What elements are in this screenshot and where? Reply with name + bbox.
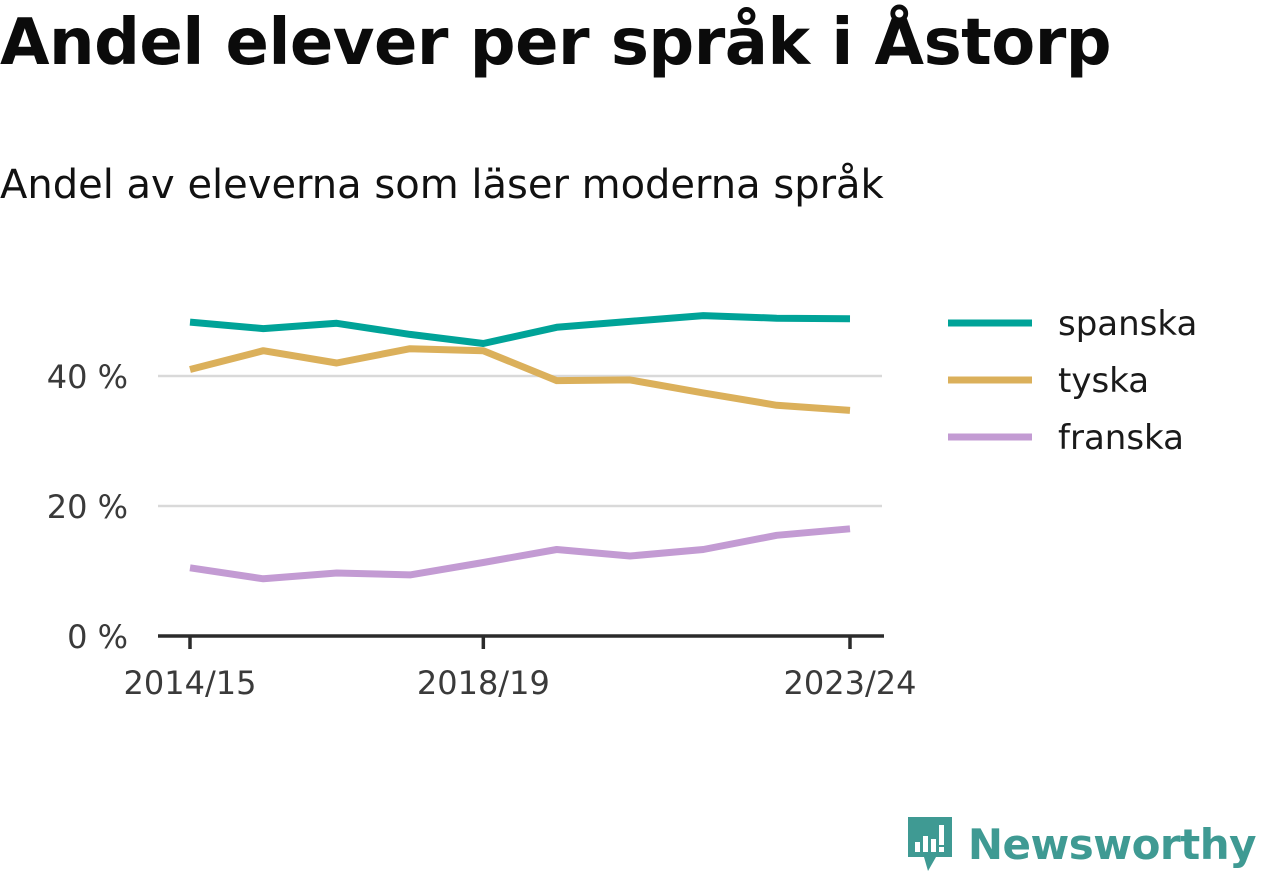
x-axis — [158, 634, 884, 649]
newsworthy-logo: Newsworthy — [906, 815, 1257, 873]
x-tick-label: 2018/19 — [417, 664, 550, 702]
chart-title: Andel elever per språk i Åstorp — [0, 6, 1112, 80]
grid-lines — [158, 374, 882, 508]
series-line-spanska — [189, 312, 851, 347]
x-tick-label: 2014/15 — [124, 664, 257, 702]
legend-label-spanska: spanska — [1058, 304, 1197, 344]
x-tick-label: 2023/24 — [784, 664, 917, 702]
legend: spanska tyska franska — [948, 304, 1197, 458]
series-lines — [189, 312, 851, 583]
y-tick-label: 20 % — [47, 488, 128, 526]
y-tick-label: 40 % — [47, 358, 128, 396]
newsworthy-logo-icon — [907, 817, 952, 871]
newsworthy-logo-text: Newsworthy — [967, 819, 1257, 869]
chart-subtitle: Andel av eleverna som läser moderna språ… — [0, 162, 884, 208]
series-line-franska — [189, 525, 851, 583]
legend-label-tyska: tyska — [1058, 361, 1149, 401]
legend-label-franska: franska — [1058, 418, 1184, 458]
y-tick-label: 0 % — [67, 618, 128, 656]
y-axis-labels: 0 % 20 % 40 % — [47, 358, 128, 656]
x-axis-labels: 2014/15 2018/19 2023/24 — [124, 664, 917, 702]
series-line-tyska — [189, 345, 851, 414]
